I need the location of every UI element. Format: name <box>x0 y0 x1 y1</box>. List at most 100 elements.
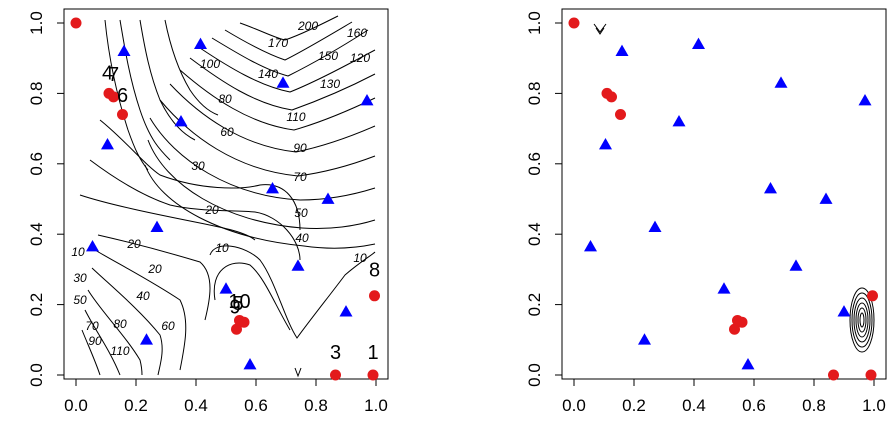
candidate-point-marker <box>599 137 612 150</box>
point-index-label: 8 <box>369 259 380 281</box>
contour-level-label: 170 <box>268 36 288 50</box>
contour-line <box>79 194 256 241</box>
contour-level-label: 10 <box>215 241 229 255</box>
contour-level-label: 10 <box>353 251 367 265</box>
candidate-point-marker <box>741 357 755 370</box>
candidate-point-marker <box>858 93 872 106</box>
candidate-point-marker <box>789 259 803 271</box>
contour-level-label: 60 <box>161 319 175 333</box>
y-tick-label: 0.2 <box>27 293 46 317</box>
candidate-point-marker <box>194 37 207 49</box>
design-point-marker <box>568 17 580 29</box>
design-point-marker <box>615 109 626 121</box>
design-point-marker <box>108 91 119 103</box>
contour-level-label: 60 <box>220 125 234 139</box>
contour-level-label: 160 <box>347 26 367 40</box>
contour-line <box>91 267 163 376</box>
contour-level-label: 100 <box>200 57 220 71</box>
plot-frame <box>561 8 887 380</box>
x-tick-label: 0.4 <box>682 396 706 415</box>
contour-line <box>81 329 101 376</box>
y-tick-label: 0.4 <box>525 222 544 246</box>
contour-level-label: 30 <box>73 271 87 285</box>
candidate-point-marker <box>321 192 335 204</box>
contour-line <box>851 292 873 348</box>
contour-line <box>144 164 376 249</box>
y-tick-label: 0.0 <box>525 363 544 387</box>
candidate-point-marker <box>360 93 374 106</box>
design-point-marker <box>369 290 380 302</box>
candidate-point-marker <box>638 333 651 345</box>
x-tick-label: 0.0 <box>562 396 586 415</box>
contour-line <box>211 29 369 77</box>
y-tick-label: 0.4 <box>27 222 46 246</box>
candidate-point-marker <box>774 76 788 88</box>
candidate-point-marker <box>243 357 257 370</box>
contour-level-label: 90 <box>293 141 307 155</box>
contour-line <box>119 19 171 161</box>
y-tick-label: 0.8 <box>27 82 46 106</box>
contour-level-label: 140 <box>258 67 278 81</box>
contour-line <box>169 83 376 153</box>
design-point-marker <box>867 290 878 302</box>
contour-line <box>224 21 353 61</box>
contour-level-label: 80 <box>218 92 232 106</box>
candidate-point-marker <box>276 76 290 88</box>
candidate-point-marker <box>692 37 705 49</box>
contour-line <box>239 15 339 41</box>
candidate-point-marker <box>764 181 777 194</box>
design-point-marker <box>865 369 877 381</box>
candidate-point-marker <box>140 333 153 345</box>
contour-level-label: 120 <box>350 51 370 65</box>
y-tick-label: 0.0 <box>27 363 46 387</box>
right-contour-lines <box>593 23 875 353</box>
point-index-label: 1 <box>367 342 378 364</box>
contour-line <box>859 312 865 328</box>
candidate-point-marker <box>174 115 188 127</box>
candidate-point-marker <box>266 181 279 194</box>
candidate-point-marker <box>150 220 164 233</box>
contour-line <box>89 159 301 261</box>
contour-level-label: 110 <box>286 110 305 124</box>
candidate-point-marker <box>584 240 597 252</box>
design-point-marker <box>367 369 379 381</box>
contour-level-label: 70 <box>293 170 307 184</box>
contour-line <box>104 19 149 171</box>
contour-line <box>595 27 605 35</box>
left-chart-panel: 0.0 0.2 0.4 0.6 0.8 1.0 0.0 0.2 0.4 0.6 0.8 1.0 476 1… <box>27 8 389 415</box>
candidate-point-marker <box>615 44 629 57</box>
contour-level-label: 20 <box>147 262 162 276</box>
candidate-point-marker <box>86 240 99 252</box>
design-point-marker <box>736 316 748 328</box>
x-tick-label: 0.6 <box>244 396 268 415</box>
contour-line <box>99 119 301 231</box>
contour-line <box>147 139 376 229</box>
contour-line <box>84 309 121 376</box>
contour-level-label: 20 <box>204 203 219 217</box>
contour-line <box>213 262 291 331</box>
candidate-point-marker <box>837 305 851 317</box>
contour-level-label: 90 <box>88 334 102 348</box>
point-index-label: 6 <box>117 85 128 107</box>
contour-line <box>849 287 875 353</box>
contour-line <box>857 307 867 333</box>
plot-frame <box>63 8 389 380</box>
design-point-marker <box>231 323 242 335</box>
contour-level-label: 40 <box>295 231 309 245</box>
contour-level-label: 40 <box>136 289 150 303</box>
contour-line <box>294 367 302 378</box>
x-tick-label: 0.0 <box>64 396 88 415</box>
contour-line <box>94 249 187 371</box>
y-tick-label: 0.8 <box>525 82 544 106</box>
point-index-label: 5 <box>232 293 243 315</box>
x-tick-label: 0.2 <box>124 396 148 415</box>
x-tick-label: 0.2 <box>622 396 646 415</box>
contour-line <box>855 302 869 338</box>
contour-line <box>139 19 196 141</box>
candidate-point-marker <box>648 220 662 233</box>
right-chart-panel: 0.0 0.2 0.4 0.6 0.8 1.0 0.0 0.2 0.4 0.6 0.8 1.0 <box>525 8 887 415</box>
candidate-point-marker <box>291 259 305 271</box>
point-index-label: 4 <box>102 62 113 84</box>
point-index-label: 3 <box>330 342 341 364</box>
